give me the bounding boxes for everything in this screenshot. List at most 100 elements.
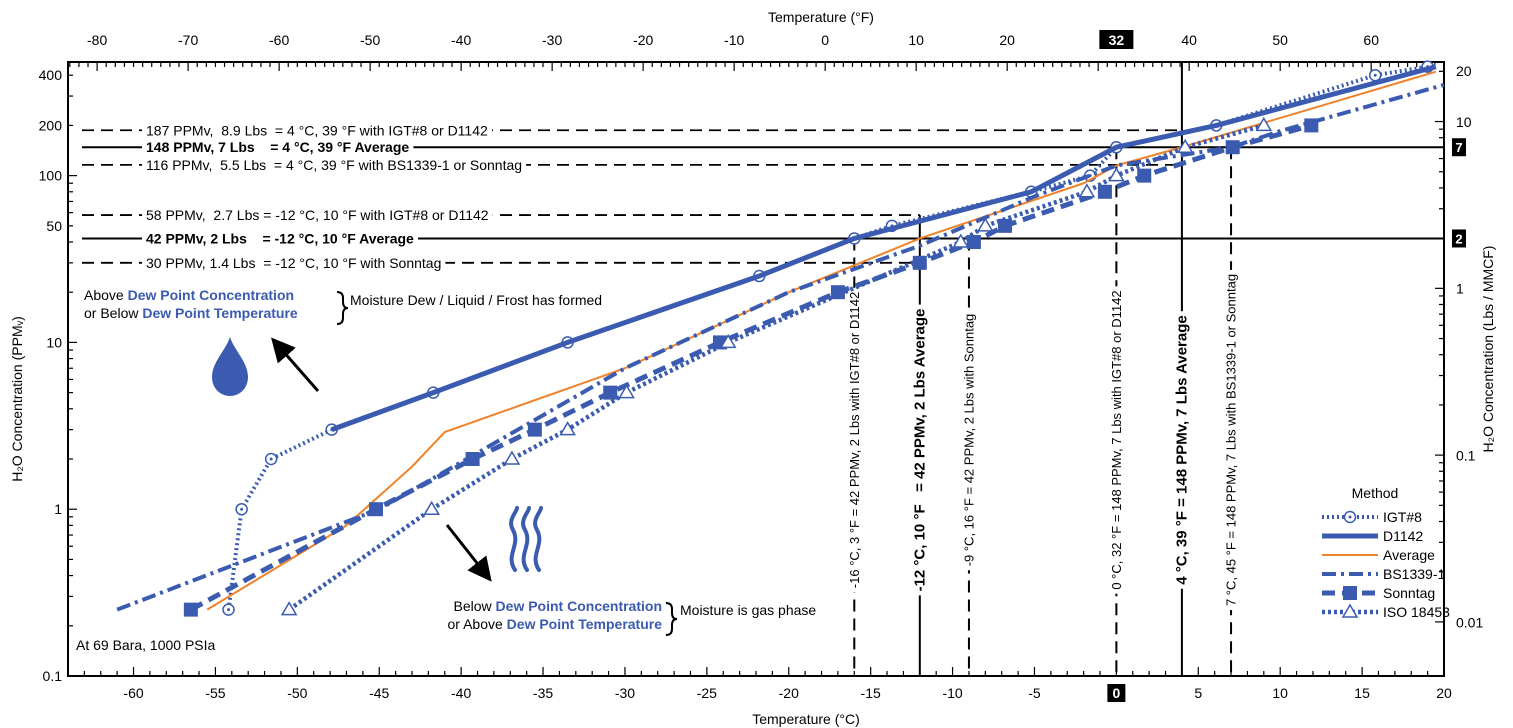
legend-marker-dot [1348,515,1352,519]
label-bg [142,229,419,248]
x2-tick-highlight [1099,30,1134,49]
series-bs1339-1 [116,82,1445,612]
y-axis-label: H₂O Concentration (PPMᵥ) [9,316,25,482]
label-bg [960,309,978,571]
x-tick-label: 15 [1354,685,1370,701]
series-line [287,123,1265,612]
legend-item: Sonntag [1322,585,1435,601]
x2-tick-label: 50 [1272,32,1288,48]
series-line [226,64,1428,610]
h-reference-label: 116 PPMv, 5.5 Lbs = 4 °C, 39 °F with BS1… [146,157,522,173]
water-drop-icon [212,337,248,396]
above-note: Moisture Dew / Liquid / Frost has formed [350,292,602,308]
y2-tick-label: 0.1 [1456,447,1476,463]
label-bg [845,287,863,593]
x-tick-label: 5 [1194,685,1202,701]
v-reference-label: -16 °C, 3 °F = 42 PPMv, 2 Lbs with IGT#8… [847,292,862,588]
x2-tick-label: -30 [542,32,562,48]
x2-tick-label: -20 [633,32,653,48]
legend-label: BS1339-1 [1383,566,1445,582]
data-point [1304,118,1319,133]
series-group [116,60,1445,617]
x2-tick-label: 20 [999,32,1015,48]
legend-title: Method [1352,485,1399,501]
data-point [559,421,576,436]
x2-tick-label: -60 [269,32,289,48]
legend-marker [1341,603,1359,618]
legend-item: IGT#8 [1322,509,1422,525]
below-line1-prefix: Below [454,598,496,614]
data-point-dot [240,507,244,511]
annotations: Above Dew Point Concentration or Below De… [76,287,816,653]
x-tick-label: -40 [451,685,471,701]
data-point [465,451,480,466]
above-brace [336,291,349,325]
legend-marker [1343,586,1357,600]
arrow-down-icon [445,524,492,582]
y-tick-label: 50 [46,218,62,234]
x-tick-label: -45 [369,685,389,701]
label-bg [142,206,493,225]
x-tick-label: -55 [205,685,225,701]
data-point [368,502,383,517]
label-bg [1172,311,1192,589]
x-axis-label: Temperature (°C) [752,711,860,727]
v-reference-label: 4 °C, 39 °F = 148 PPMv, 7 Lbs Average [1173,315,1190,584]
data-point [1137,168,1152,183]
data-point [423,500,440,515]
data-point [527,422,542,437]
arrow-up-icon [271,337,320,392]
below-line2-prefix: or Above [448,616,507,632]
legend: Method IGT#8 D1142 Average BS1339-1 Sonntag IS… [1322,485,1450,620]
y2-tick-label: 1 [1456,281,1464,297]
y2-tick-label: 20 [1456,63,1472,79]
vapor-wave [533,506,543,572]
y-tick-label: 10 [46,334,62,350]
above-line2-highlight: Dew Point Temperature [142,305,298,321]
x2-axis-label: Temperature (°F) [768,9,874,25]
y2-mark-highlight [1452,229,1466,248]
series-line [330,64,1437,432]
above-line1: Above Dew Point Concentration [84,287,294,303]
legend-label: ISO 18453 [1383,604,1450,620]
label-bg [910,304,930,596]
y2-mark-highlight [1452,138,1466,157]
vapor-wave [521,506,531,572]
data-point-dot [269,457,273,461]
data-point [952,233,970,248]
h-reference-label: 187 PPMv, 8.9 Lbs = 4 °C, 39 °F with IGT… [146,122,488,138]
h-reference-label: 148 PPMv, 7 Lbs = 4 °C, 39 °F Average [146,139,409,155]
h-reference-label: 42 PPMv, 2 Lbs = -12 °C, 10 °F Average [146,230,414,246]
v-reference-label: -12 °C, 10 °F = 42 PPMv, 2 Lbs Average [911,309,928,592]
x2-tick-label: -80 [87,32,107,48]
x-tick-label: -20 [779,685,799,701]
x-tick-label: 0 [1112,685,1120,701]
series-line [189,123,1312,612]
above-line1-highlight: Dew Point Concentration [128,287,294,303]
above-line2: or Below Dew Point Temperature [84,305,298,321]
y2-axis-label: H₂O Concentration (Lbs / MMCF) [1480,246,1496,453]
vapor-icon [509,506,543,572]
x2-tick-label: 40 [1181,32,1197,48]
data-point [997,218,1012,233]
y-tick-label: 400 [39,67,63,83]
x-tick-label: -50 [287,685,307,701]
y2-mark-label: 2 [1455,231,1462,246]
below-line2: or Above Dew Point Temperature [448,616,663,632]
data-point [1255,116,1273,132]
x2-tick-label: -50 [360,32,380,48]
below-line1-highlight: Dew Point Concentration [496,598,662,614]
x2-tick-label: -70 [178,32,198,48]
label-bg [142,121,492,140]
y-tick-label: 200 [39,117,63,133]
data-point [966,234,981,249]
legend-item: ISO 18453 [1322,603,1450,620]
data-point [1078,183,1096,198]
above-line1-prefix: Above [84,287,128,303]
legend-item: D1142 [1322,528,1423,544]
label-bg [1107,286,1125,594]
data-point [503,450,521,465]
below-line2-highlight: Dew Point Temperature [507,616,663,632]
below-line1: Below Dew Point Concentration [454,598,662,614]
